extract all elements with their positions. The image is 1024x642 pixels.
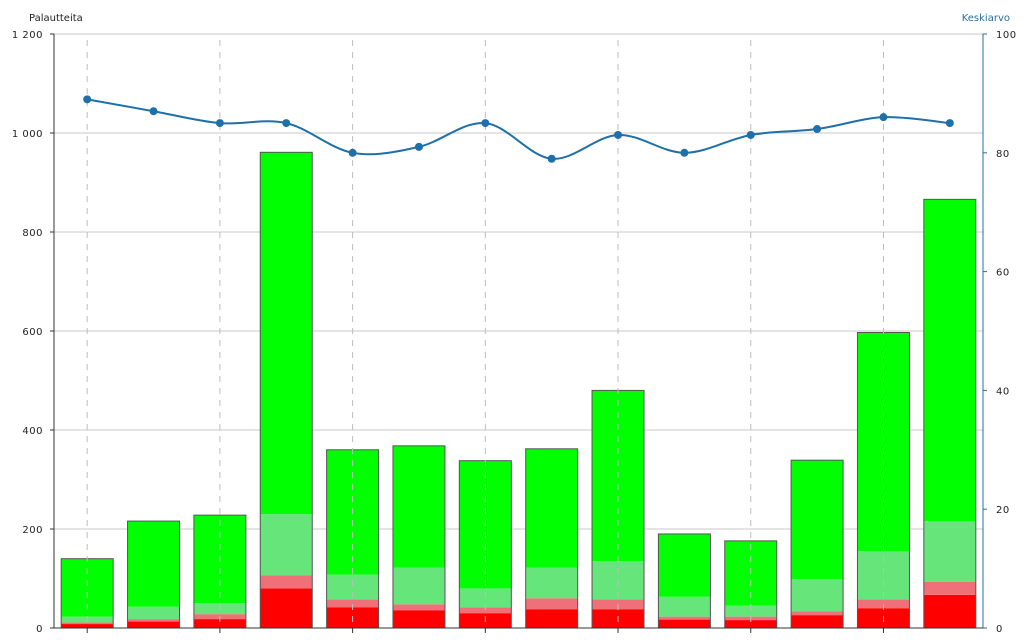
bar-segment xyxy=(260,514,313,576)
bar-segment xyxy=(260,575,313,589)
bar-segment xyxy=(525,567,578,599)
left-axis-title: Palautteita xyxy=(29,13,83,24)
average-point xyxy=(414,142,423,151)
average-point xyxy=(547,154,556,163)
average-point xyxy=(282,119,291,128)
average-point xyxy=(348,148,357,157)
bar-segment xyxy=(260,152,313,515)
right-tick-label: 80 xyxy=(996,149,1010,160)
bar-segment xyxy=(923,581,976,595)
bar-segment xyxy=(525,598,578,610)
right-tick-label: 60 xyxy=(996,268,1010,279)
bar-segment xyxy=(791,578,844,612)
right-tick-label: 0 xyxy=(996,624,1003,635)
average-point xyxy=(879,113,888,122)
average-point xyxy=(813,125,822,134)
bar-segment xyxy=(923,521,976,582)
left-tick-label: 400 xyxy=(22,426,43,437)
bar-segment xyxy=(857,599,910,609)
left-tick-label: 600 xyxy=(22,327,43,338)
average-point xyxy=(215,119,224,128)
left-tick-label: 1 200 xyxy=(12,30,43,41)
bar-segment xyxy=(193,619,246,628)
average-line-layer xyxy=(83,95,954,163)
bar-segment xyxy=(658,619,711,628)
bar-segment xyxy=(923,199,976,522)
bar-segment xyxy=(658,596,711,617)
right-tick-label: 40 xyxy=(996,386,1010,397)
average-point xyxy=(83,95,92,104)
left-tick-label: 1 000 xyxy=(12,129,43,140)
bar-segment xyxy=(791,460,844,579)
average-point xyxy=(149,107,158,116)
right-axis-title: Keskiarvo xyxy=(962,13,1010,24)
bar-segment xyxy=(724,605,777,617)
average-point xyxy=(746,130,755,139)
bar-segment xyxy=(459,607,512,614)
bar-segment xyxy=(61,624,114,628)
bar-segment xyxy=(392,610,445,628)
grid-layer xyxy=(54,33,983,530)
bar-segment xyxy=(127,619,180,622)
bars-layer xyxy=(60,151,977,629)
bar-segment xyxy=(791,615,844,628)
left-tick-label: 800 xyxy=(22,228,43,239)
bar-segment xyxy=(525,609,578,628)
average-point xyxy=(614,130,623,139)
right-tick-label: 20 xyxy=(996,505,1010,516)
bar-segment xyxy=(392,604,445,611)
bar-segment xyxy=(127,521,180,607)
bar-segment xyxy=(392,445,445,568)
bar-segment xyxy=(392,567,445,605)
left-tick-label: 0 xyxy=(36,624,43,635)
bar-segment xyxy=(791,611,844,616)
bar-segment xyxy=(61,622,114,625)
bar-segment xyxy=(724,620,777,628)
average-line xyxy=(87,98,950,160)
bar-segment xyxy=(260,588,313,628)
average-point xyxy=(481,119,490,128)
bar-segment xyxy=(127,606,180,620)
bar-segment xyxy=(923,594,976,628)
right-tick-label: 100 xyxy=(996,30,1017,41)
bar-segment xyxy=(525,448,578,568)
bar-segment xyxy=(658,616,711,620)
average-point xyxy=(945,119,954,128)
axes-layer: 0 200 400 600 800 1 000 1 200 0 20 40 60 80 100 xyxy=(12,30,1017,635)
left-tick-label: 200 xyxy=(22,525,43,536)
bar-segment xyxy=(326,599,379,608)
bar-segment xyxy=(658,533,711,597)
bar-segment xyxy=(127,621,180,628)
average-point xyxy=(680,148,689,157)
